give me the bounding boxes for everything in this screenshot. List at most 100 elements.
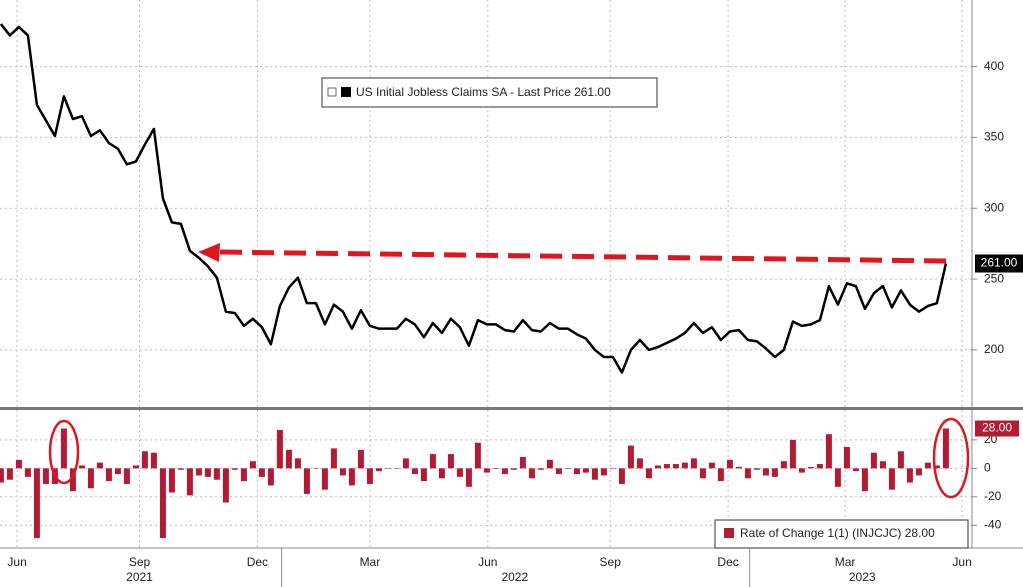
bar xyxy=(654,465,661,469)
bar xyxy=(105,468,112,482)
bar xyxy=(708,462,715,469)
bar xyxy=(249,461,256,469)
bar xyxy=(465,468,472,487)
bar xyxy=(114,468,121,475)
bar xyxy=(924,462,931,469)
arrow-line xyxy=(217,249,947,264)
bar xyxy=(231,468,238,470)
bar xyxy=(897,451,904,469)
bar xyxy=(339,468,346,476)
bar xyxy=(753,468,760,470)
bar xyxy=(870,452,877,469)
bar xyxy=(177,468,184,470)
legend-swatch xyxy=(341,87,351,97)
bar xyxy=(69,468,76,492)
highlight-ellipse xyxy=(932,417,970,499)
bar xyxy=(411,468,418,475)
bar xyxy=(609,468,616,469)
year-label: 2022 xyxy=(501,570,528,584)
legend-label: US Initial Jobless Claims SA - Last Pric… xyxy=(356,85,611,99)
legend-toggle xyxy=(327,87,337,97)
bar xyxy=(942,428,949,469)
bar xyxy=(834,468,841,487)
bar xyxy=(672,464,679,469)
legend-swatch xyxy=(724,528,734,538)
bar xyxy=(15,459,22,469)
bar xyxy=(267,468,274,486)
bar xyxy=(528,468,535,479)
bar xyxy=(375,468,382,472)
bar xyxy=(168,468,175,493)
year-label: 2023 xyxy=(849,570,876,584)
x-tick-label: Jun xyxy=(478,555,497,569)
bar xyxy=(825,434,832,469)
bar xyxy=(474,442,481,469)
year-label: 2021 xyxy=(126,570,153,584)
marks-group xyxy=(0,23,949,539)
last-price-label: 261.00 xyxy=(981,256,1018,270)
bar xyxy=(42,468,49,484)
bar xyxy=(159,468,166,539)
bar xyxy=(780,461,787,469)
bar xyxy=(78,465,85,469)
bar xyxy=(447,454,454,469)
bar xyxy=(483,468,490,473)
line-series xyxy=(0,23,948,374)
bar xyxy=(699,468,706,479)
bar xyxy=(438,468,445,479)
last-value-label: 28.00 xyxy=(982,421,1012,435)
bar xyxy=(204,468,211,477)
arrow-head xyxy=(198,243,220,262)
bar xyxy=(96,462,103,469)
bar xyxy=(816,464,823,469)
bar xyxy=(321,468,328,490)
bar xyxy=(150,452,157,469)
bar xyxy=(348,468,355,486)
bar xyxy=(258,468,265,477)
bar xyxy=(186,468,193,496)
bar xyxy=(879,461,886,469)
y-tick-label: 0 xyxy=(984,461,991,475)
bar xyxy=(798,468,805,473)
x-tick-label: Dec xyxy=(717,555,738,569)
bar xyxy=(0,468,4,483)
bar xyxy=(546,459,553,469)
bar xyxy=(87,468,94,489)
bar xyxy=(420,468,427,482)
x-tick-label: Mar xyxy=(360,555,381,569)
x-tick-label: Jun xyxy=(952,555,971,569)
bar xyxy=(240,468,247,482)
bar xyxy=(789,439,796,469)
bar xyxy=(762,468,769,476)
bar xyxy=(456,468,463,477)
y-tick-label: 250 xyxy=(984,271,1004,285)
bar xyxy=(123,468,130,484)
legend-box xyxy=(714,519,969,549)
bar xyxy=(222,468,229,503)
x-tick-label: Sep xyxy=(129,555,151,569)
bar xyxy=(393,468,400,469)
bar xyxy=(33,468,40,539)
bar xyxy=(402,458,409,469)
y-tick-label: -40 xyxy=(984,517,1002,531)
bar xyxy=(195,468,202,476)
bar xyxy=(429,454,436,469)
bar xyxy=(933,465,940,469)
bar xyxy=(627,445,634,469)
bar xyxy=(915,468,922,476)
bar xyxy=(717,468,724,482)
bar xyxy=(6,468,13,480)
bar xyxy=(906,468,913,483)
x-tick-label: Dec xyxy=(247,555,268,569)
bar xyxy=(285,449,292,469)
bar xyxy=(888,468,895,490)
bar xyxy=(636,458,643,469)
bar xyxy=(519,456,526,469)
bar xyxy=(690,458,697,469)
bar xyxy=(537,468,544,470)
y-tick-label: 200 xyxy=(984,342,1004,356)
highlight-ellipse xyxy=(48,419,80,485)
bar xyxy=(591,468,598,480)
last-price-tag xyxy=(975,254,1023,273)
bar xyxy=(132,465,139,469)
